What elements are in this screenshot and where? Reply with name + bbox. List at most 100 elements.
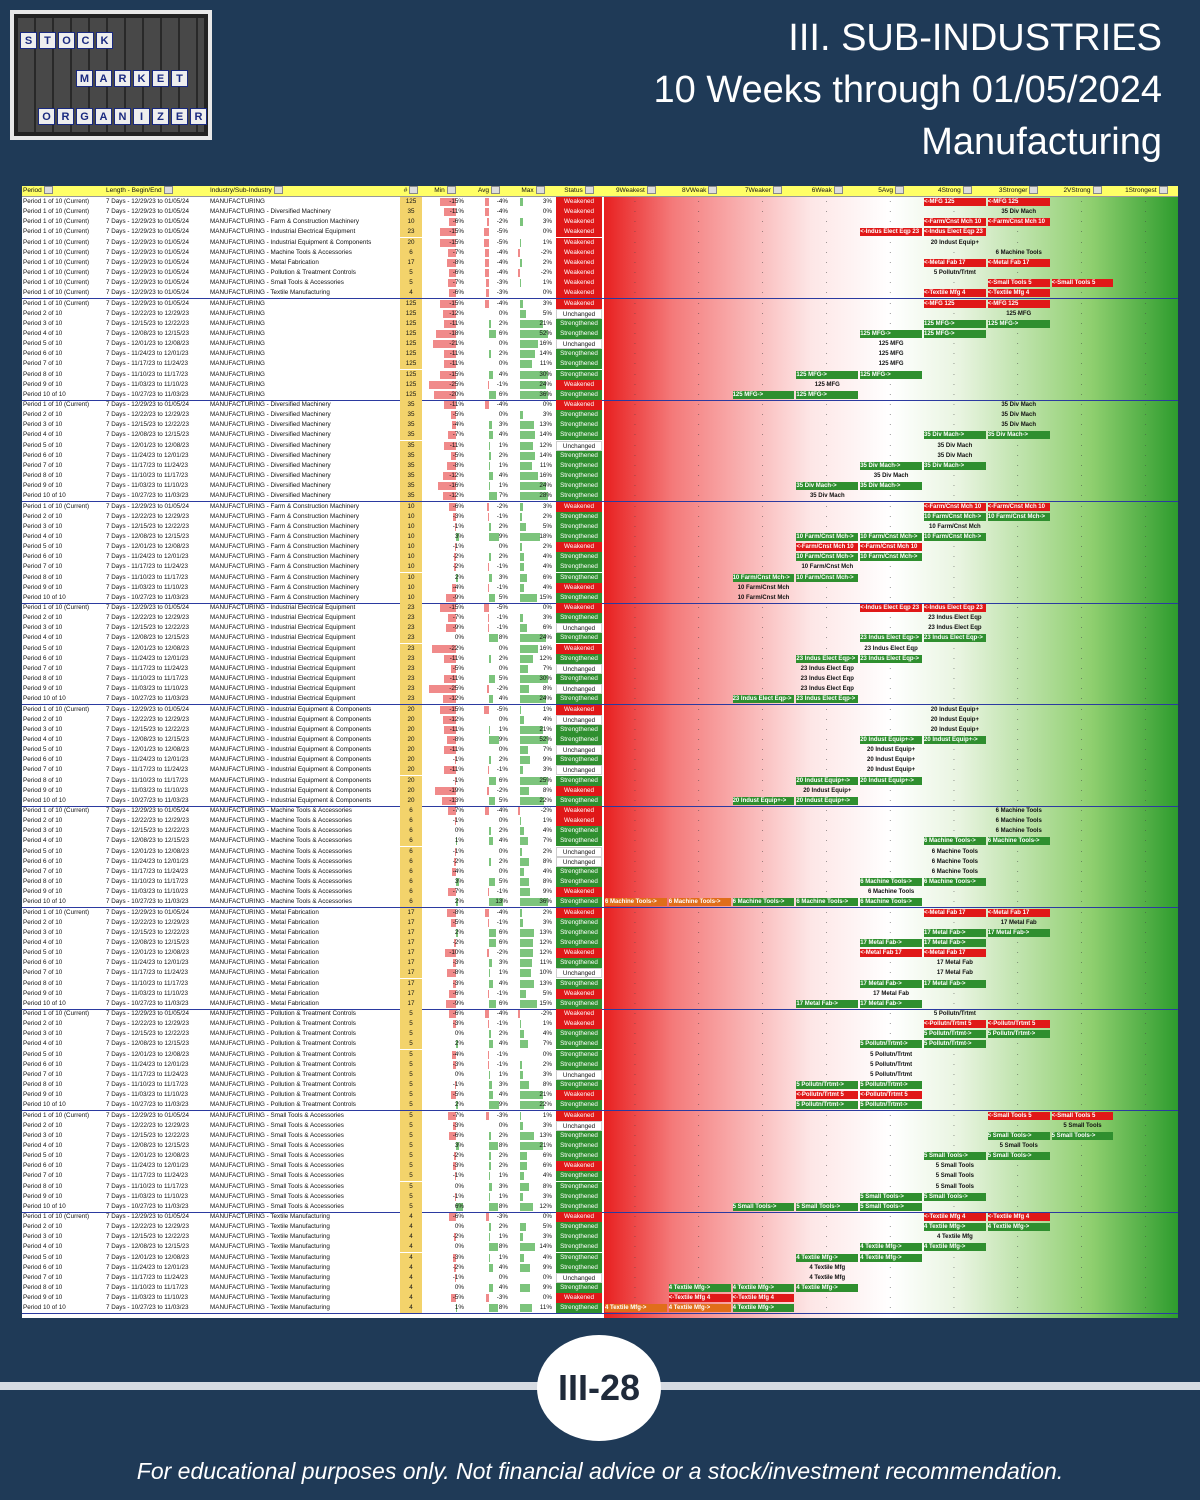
table-row[interactable]: Period 8 of 10 7 Days - 11/10/23 to 11/17… — [22, 674, 1178, 685]
table-row[interactable]: Period 1 of 10 (Current) 7 Days - 12/29/2… — [22, 197, 1178, 207]
table-row[interactable]: Period 1 of 10 (Current) 7 Days - 12/29/2… — [22, 247, 1178, 258]
table-row[interactable]: Period 1 of 10 (Current) 7 Days - 12/29/2… — [22, 298, 1178, 309]
table-row[interactable]: Period 9 of 10 7 Days - 11/03/23 to 11/10… — [22, 379, 1178, 390]
table-row[interactable]: Period 2 of 10 7 Days - 12/22/23 to 12/29… — [22, 410, 1178, 421]
table-row[interactable]: Period 7 of 10 7 Days - 11/17/23 to 11/24… — [22, 460, 1178, 471]
table-row[interactable]: Period 3 of 10 7 Days - 12/15/23 to 12/22… — [22, 826, 1178, 837]
filter-dropdown-icon[interactable] — [409, 186, 419, 195]
table-row[interactable]: Period 1 of 10 (Current) 7 Days - 12/29/2… — [22, 207, 1178, 218]
column-header[interactable]: 7Weaker — [732, 186, 796, 196]
table-row[interactable]: Period 7 of 10 7 Days - 11/17/23 to 11/24… — [22, 663, 1178, 674]
table-row[interactable]: Period 7 of 10 7 Days - 11/17/23 to 11/24… — [22, 1272, 1178, 1283]
column-header[interactable]: 4Strong — [923, 186, 987, 196]
filter-dropdown-icon[interactable] — [446, 186, 456, 195]
table-row[interactable]: Period 7 of 10 7 Days - 11/17/23 to 11/24… — [22, 359, 1178, 370]
table-row[interactable]: Period 2 of 10 7 Days - 12/22/23 to 12/29… — [22, 511, 1178, 522]
table-row[interactable]: Period 5 of 10 7 Days - 12/01/23 to 12/08… — [22, 745, 1178, 756]
filter-dropdown-icon[interactable] — [833, 186, 843, 195]
table-row[interactable]: Period 4 of 10 7 Days - 12/08/23 to 12/15… — [22, 1039, 1178, 1050]
filter-dropdown-icon[interactable] — [1092, 186, 1102, 195]
table-row[interactable]: Period 2 of 10 7 Days - 12/22/23 to 12/29… — [22, 917, 1178, 928]
table-row[interactable]: Period 5 of 10 7 Days - 12/01/23 to 12/08… — [22, 542, 1178, 553]
table-row[interactable]: Period 10 of 10 7 Days - 10/27/23 to 11/0… — [22, 1100, 1178, 1111]
table-row[interactable]: Period 3 of 10 7 Days - 12/15/23 to 12/22… — [22, 420, 1178, 431]
table-row[interactable]: Period 6 of 10 7 Days - 11/24/23 to 12/01… — [22, 1161, 1178, 1172]
filter-dropdown-icon[interactable] — [491, 186, 501, 195]
table-row[interactable]: Period 6 of 10 7 Days - 11/24/23 to 12/01… — [22, 450, 1178, 461]
table-row[interactable]: Period 4 of 10 7 Days - 12/08/23 to 12/15… — [22, 633, 1178, 644]
table-row[interactable]: Period 10 of 10 7 Days - 10/27/23 to 11/0… — [22, 1201, 1178, 1212]
filter-dropdown-icon[interactable] — [535, 186, 545, 195]
table-row[interactable]: Period 9 of 10 7 Days - 11/03/23 to 11/10… — [22, 684, 1178, 695]
table-row[interactable]: Period 9 of 10 7 Days - 11/03/23 to 11/10… — [22, 1090, 1178, 1101]
table-row[interactable]: Period 1 of 10 (Current) 7 Days - 12/29/2… — [22, 217, 1178, 228]
table-row[interactable]: Period 1 of 10 (Current) 7 Days - 12/29/2… — [22, 1009, 1178, 1019]
table-row[interactable]: Period 2 of 10 7 Days - 12/22/23 to 12/29… — [22, 816, 1178, 827]
column-header[interactable]: Length - Begin/End — [106, 186, 210, 196]
table-row[interactable]: Period 8 of 10 7 Days - 11/10/23 to 11/17… — [22, 978, 1178, 989]
filter-dropdown-icon[interactable] — [772, 186, 782, 195]
table-row[interactable]: Period 4 of 10 7 Days - 12/08/23 to 12/15… — [22, 1140, 1178, 1151]
table-row[interactable]: Period 2 of 10 7 Days - 12/22/23 to 12/29… — [22, 1222, 1178, 1233]
column-header[interactable]: 6Weak — [795, 186, 859, 196]
table-row[interactable]: Period 10 of 10 7 Days - 10/27/23 to 11/0… — [22, 998, 1178, 1009]
column-header[interactable]: 9Weakest — [604, 186, 668, 196]
table-row[interactable]: Period 9 of 10 7 Days - 11/03/23 to 11/10… — [22, 481, 1178, 492]
filter-dropdown-icon[interactable] — [43, 186, 53, 195]
table-row[interactable]: Period 4 of 10 7 Days - 12/08/23 to 12/15… — [22, 836, 1178, 847]
table-row[interactable]: Period 10 of 10 7 Days - 10/27/23 to 11/0… — [22, 389, 1178, 400]
table-row[interactable]: Period 2 of 10 7 Days - 12/22/23 to 12/29… — [22, 714, 1178, 725]
table-row[interactable]: Period 10 of 10 7 Days - 10/27/23 to 11/0… — [22, 491, 1178, 502]
table-row[interactable]: Period 7 of 10 7 Days - 11/17/23 to 11/24… — [22, 562, 1178, 573]
table-row[interactable]: Period 8 of 10 7 Days - 11/10/23 to 11/17… — [22, 471, 1178, 482]
table-row[interactable]: Period 5 of 10 7 Days - 12/01/23 to 12/08… — [22, 643, 1178, 654]
table-row[interactable]: Period 3 of 10 7 Days - 12/15/23 to 12/22… — [22, 1232, 1178, 1243]
table-row[interactable]: Period 2 of 10 7 Days - 12/22/23 to 12/29… — [22, 1019, 1178, 1030]
table-row[interactable]: Period 1 of 10 (Current) 7 Days - 12/29/2… — [22, 257, 1178, 268]
table-row[interactable]: Period 7 of 10 7 Days - 11/17/23 to 11/24… — [22, 866, 1178, 877]
table-row[interactable]: Period 9 of 10 7 Days - 11/03/23 to 11/10… — [22, 988, 1178, 999]
table-row[interactable]: Period 1 of 10 (Current) 7 Days - 12/29/2… — [22, 501, 1178, 512]
table-row[interactable]: Period 1 of 10 (Current) 7 Days - 12/29/2… — [22, 227, 1178, 238]
table-row[interactable]: Period 1 of 10 (Current) 7 Days - 12/29/2… — [22, 400, 1178, 410]
table-row[interactable]: Period 1 of 10 (Current) 7 Days - 12/29/2… — [22, 907, 1178, 918]
column-header[interactable]: Max — [512, 186, 554, 196]
table-row[interactable]: Period 3 of 10 7 Days - 12/15/23 to 12/22… — [22, 623, 1178, 634]
table-row[interactable]: Period 9 of 10 7 Days - 11/03/23 to 11/10… — [22, 887, 1178, 898]
table-row[interactable]: Period 8 of 10 7 Days - 11/10/23 to 11/17… — [22, 877, 1178, 888]
table-row[interactable]: Period 8 of 10 7 Days - 11/10/23 to 11/17… — [22, 775, 1178, 786]
column-header[interactable]: Status — [556, 186, 602, 196]
table-row[interactable]: Period 9 of 10 7 Days - 11/03/23 to 11/10… — [22, 1293, 1178, 1304]
table-row[interactable]: Period 6 of 10 7 Days - 11/24/23 to 12/01… — [22, 958, 1178, 969]
table-row[interactable]: Period 5 of 10 7 Days - 12/01/23 to 12/08… — [22, 1252, 1178, 1263]
table-row[interactable]: Period 4 of 10 7 Days - 12/08/23 to 12/15… — [22, 531, 1178, 542]
table-row[interactable]: Period 3 of 10 7 Days - 12/15/23 to 12/22… — [22, 1130, 1178, 1141]
column-header[interactable]: 3Stronger — [987, 186, 1051, 196]
table-row[interactable]: Period 6 of 10 7 Days - 11/24/23 to 12/01… — [22, 1262, 1178, 1273]
column-header[interactable]: 1Strongest — [1114, 186, 1178, 196]
table-row[interactable]: Period 3 of 10 7 Days - 12/15/23 to 12/22… — [22, 521, 1178, 532]
table-row[interactable]: Period 8 of 10 7 Days - 11/10/23 to 11/17… — [22, 1080, 1178, 1091]
table-row[interactable]: Period 7 of 10 7 Days - 11/17/23 to 11/24… — [22, 1069, 1178, 1080]
table-row[interactable]: Period 10 of 10 7 Days - 10/27/23 to 11/0… — [22, 795, 1178, 806]
table-row[interactable]: Period 4 of 10 7 Days - 12/08/23 to 12/15… — [22, 328, 1178, 339]
column-header[interactable]: 8VWeak — [668, 186, 732, 196]
column-header[interactable]: Min — [424, 186, 466, 196]
table-row[interactable]: Period 1 of 10 (Current) 7 Days - 12/29/2… — [22, 704, 1178, 715]
filter-dropdown-icon[interactable] — [273, 186, 283, 195]
table-row[interactable]: Period 6 of 10 7 Days - 11/24/23 to 12/01… — [22, 856, 1178, 867]
table-row[interactable]: Period 10 of 10 7 Days - 10/27/23 to 11/0… — [22, 897, 1178, 908]
column-header[interactable]: 5Avg — [859, 186, 923, 196]
table-row[interactable]: Period 5 of 10 7 Days - 12/01/23 to 12/08… — [22, 440, 1178, 451]
filter-dropdown-icon[interactable] — [163, 186, 173, 195]
table-row[interactable]: Period 3 of 10 7 Days - 12/15/23 to 12/22… — [22, 927, 1178, 938]
table-row[interactable]: Period 9 of 10 7 Days - 11/03/23 to 11/10… — [22, 1191, 1178, 1202]
table-row[interactable]: Period 6 of 10 7 Days - 11/24/23 to 12/01… — [22, 349, 1178, 360]
table-row[interactable]: Period 1 of 10 (Current) 7 Days - 12/29/2… — [22, 268, 1178, 279]
table-row[interactable]: Period 4 of 10 7 Days - 12/08/23 to 12/15… — [22, 1242, 1178, 1253]
table-row[interactable]: Period 5 of 10 7 Days - 12/01/23 to 12/08… — [22, 1151, 1178, 1162]
column-header[interactable]: Period — [23, 186, 105, 196]
table-row[interactable]: Period 7 of 10 7 Days - 11/17/23 to 11/24… — [22, 968, 1178, 979]
table-row[interactable]: Period 9 of 10 7 Days - 11/03/23 to 11/10… — [22, 582, 1178, 593]
table-row[interactable]: Period 10 of 10 7 Days - 10/27/23 to 11/0… — [22, 592, 1178, 603]
